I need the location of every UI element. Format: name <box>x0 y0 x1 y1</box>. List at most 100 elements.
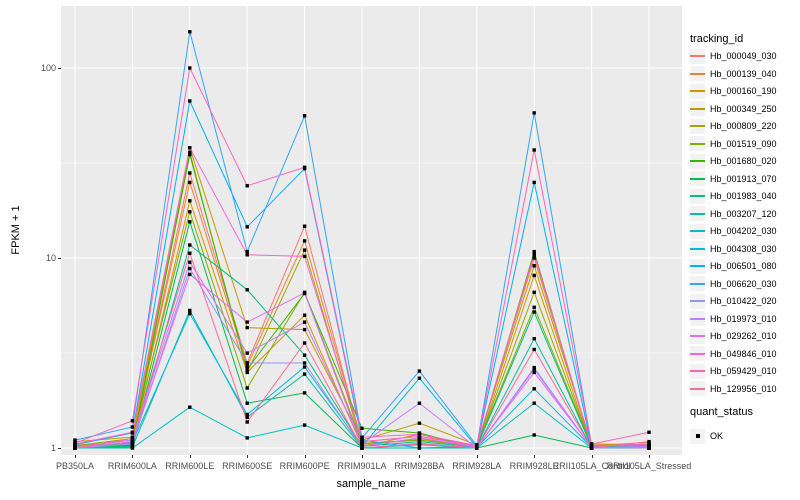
data-point <box>188 251 192 255</box>
x-tick-label-PB350LA: PB350LA <box>55 461 95 471</box>
legend-entry-Hb_001519_090: Hb_001519_090 <box>690 135 777 152</box>
x-tick-label-RRIM901LA: RRIM901LA <box>337 461 387 471</box>
legend-entry-label: Hb_006501_080 <box>710 261 777 271</box>
legend-key-swatch <box>690 206 705 221</box>
legend-entry-label: Hb_010422_020 <box>710 296 777 306</box>
data-point <box>245 364 249 368</box>
data-point <box>302 248 307 252</box>
x-tick-label-RRII105LA_Control: RRII105LA_Control <box>552 461 631 471</box>
legend-entry-Hb_000349_250: Hb_000349_250 <box>690 100 777 117</box>
y-tick-label: 100 <box>40 63 56 73</box>
data-point <box>417 432 422 436</box>
legend-key-swatch <box>690 381 705 396</box>
data-point <box>532 264 536 268</box>
data-point <box>245 351 249 355</box>
x-tick-label-RRIM600LA: RRIM600LA <box>107 461 157 471</box>
legend-entry-Hb_006620_030: Hb_006620_030 <box>690 275 777 292</box>
data-point <box>302 254 307 259</box>
data-point <box>130 442 135 446</box>
data-point <box>245 415 249 419</box>
data-point <box>302 341 307 345</box>
data-point <box>360 442 364 446</box>
data-point <box>532 370 536 375</box>
legend-entry-label: Hb_029262_010 <box>710 331 777 341</box>
data-point <box>532 180 536 185</box>
data-point <box>188 146 192 150</box>
legend-entry-label: Hb_000139_040 <box>710 68 777 79</box>
legend-entry-Hb_004202_030: Hb_004202_030 <box>690 223 777 240</box>
legend-key-swatch <box>690 241 705 256</box>
data-point <box>130 436 135 441</box>
data-point <box>188 150 192 154</box>
y-tick-label: 1 <box>50 443 56 453</box>
data-point <box>188 66 192 70</box>
data-point <box>302 361 307 365</box>
legend-entry-label: Hb_129956_010 <box>710 383 777 394</box>
data-point <box>532 305 536 309</box>
data-point <box>302 114 307 118</box>
data-point <box>647 439 651 444</box>
legend-key-line-icon <box>690 177 705 180</box>
data-point <box>302 291 307 295</box>
legend-key-swatch <box>690 293 705 309</box>
data-point <box>188 308 192 313</box>
data-point <box>188 260 192 264</box>
legend-key-line-icon <box>690 282 705 285</box>
data-point <box>417 421 422 425</box>
data-point <box>647 446 651 450</box>
data-point <box>188 311 192 316</box>
data-point <box>647 430 651 434</box>
data-point <box>188 210 192 214</box>
legend-key-swatch <box>690 276 705 291</box>
legend-key-swatch <box>690 328 705 344</box>
data-point <box>532 273 536 278</box>
y-axis-title: FPKM + 1 <box>10 205 22 255</box>
legend-key-line-icon <box>690 387 705 390</box>
data-point <box>188 99 192 103</box>
data-point <box>130 439 135 444</box>
legend-key-line-icon <box>690 72 705 75</box>
data-point <box>130 419 135 423</box>
legend-entry-Hb_049846_010: Hb_049846_010 <box>690 345 777 362</box>
x-tick-mark <box>649 455 650 458</box>
data-point <box>417 442 422 446</box>
x-tick-mark <box>189 455 191 458</box>
legend-key-swatch <box>690 118 705 134</box>
data-point <box>73 446 77 450</box>
x-tick-label-RRIM928BA: RRIM928BA <box>394 461 445 471</box>
data-point <box>188 405 192 409</box>
legend-key-line-icon <box>690 160 705 162</box>
legend-entry-Hb_001983_040: Hb_001983_040 <box>690 188 777 205</box>
x-tick-label-RRIM600SE: RRIM600SE <box>222 461 273 471</box>
legend-key-line-icon <box>690 142 705 145</box>
data-point <box>302 372 307 376</box>
data-point <box>188 30 192 34</box>
data-point <box>417 369 422 373</box>
data-point <box>532 337 536 341</box>
x-tick-label-RRIM928LE: RRIM928LE <box>509 461 559 471</box>
legend-entry-ok: OK <box>690 428 723 445</box>
legend-entry-Hb_001680_020: Hb_001680_020 <box>690 153 777 170</box>
data-point <box>532 256 536 260</box>
data-point <box>532 252 536 256</box>
data-point <box>532 347 536 352</box>
data-point <box>417 401 422 405</box>
data-point <box>302 239 307 243</box>
data-point <box>417 376 422 380</box>
legend-key-line-icon <box>690 335 705 337</box>
data-point <box>302 224 307 228</box>
legend-entry-label: Hb_059429_010 <box>710 366 777 376</box>
data-point <box>245 320 249 324</box>
legend-entry-Hb_000049_030: Hb_000049_030 <box>690 48 777 65</box>
data-point <box>532 367 536 371</box>
data-point <box>188 199 192 203</box>
data-point <box>245 367 249 371</box>
quant-status-label: OK <box>710 431 724 441</box>
y-tick-mark <box>58 68 61 69</box>
data-point <box>130 430 135 434</box>
plot-panel <box>61 6 682 455</box>
legend-key-swatch <box>690 136 705 151</box>
data-point <box>245 361 249 365</box>
data-point <box>532 148 536 152</box>
